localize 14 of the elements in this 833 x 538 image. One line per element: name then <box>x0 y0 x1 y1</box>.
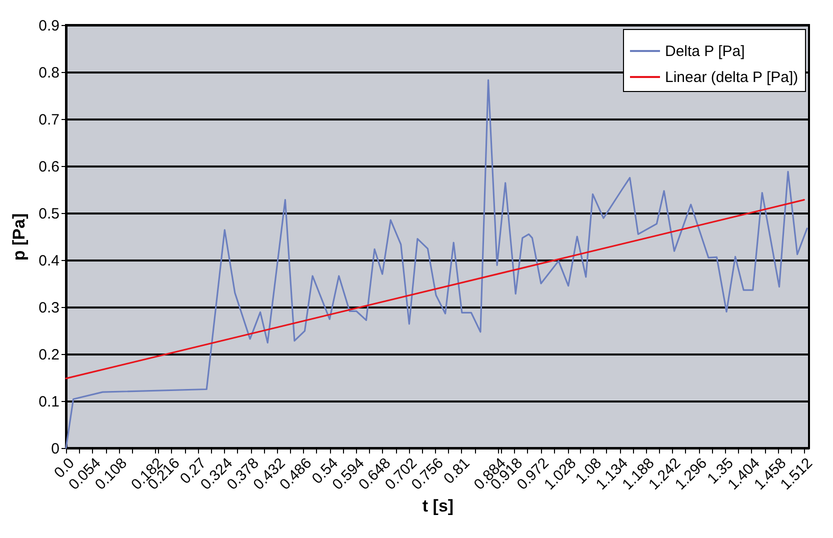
y-tick-label: 0.1 <box>38 394 60 410</box>
legend-label: Delta P [Pa] <box>665 43 745 60</box>
y-tick-label: 0.4 <box>38 252 60 270</box>
y-axis-title: p [Pa] <box>10 213 29 261</box>
y-tick-label: 0.9 <box>38 18 60 34</box>
x-axis-title: t [s] <box>422 496 454 516</box>
y-tick-label: 0.7 <box>38 112 60 128</box>
y-tick-label: 0.2 <box>38 346 60 364</box>
y-tick-label: 0 <box>51 440 60 458</box>
y-tick-label: 0.8 <box>38 64 60 82</box>
legend-label: Linear (delta P [Pa]) <box>665 69 798 86</box>
y-tick-label: 0.3 <box>38 300 60 316</box>
y-tick-label: 0.5 <box>38 206 60 222</box>
y-tick-label: 0.6 <box>38 158 60 176</box>
